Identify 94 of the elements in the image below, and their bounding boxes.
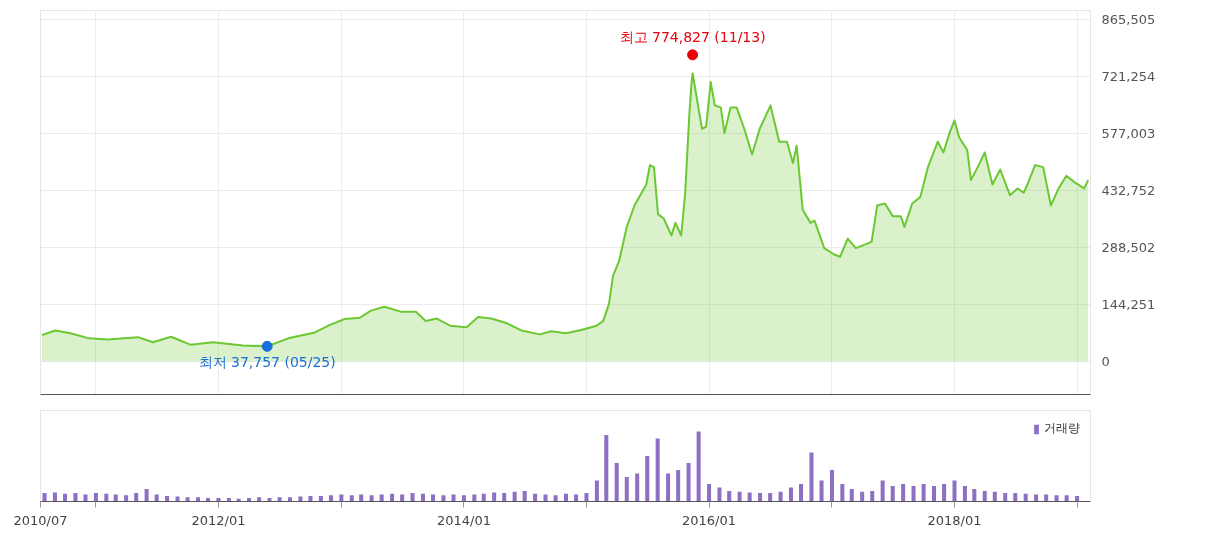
bar (1013, 493, 1018, 502)
y-tick-label: 0 (1101, 353, 1110, 369)
bar (962, 486, 967, 502)
bar (676, 470, 681, 502)
annotation: 최저 37,757 (05/25) (198, 354, 336, 371)
x-tick-label: 2014/01 (436, 512, 491, 528)
bar (175, 496, 180, 502)
x-tick-label: 2016/01 (682, 512, 737, 528)
bar (349, 495, 354, 502)
legend-label: 거래량 (1044, 420, 1080, 437)
bar (390, 493, 395, 502)
bar (890, 486, 895, 502)
bar (614, 463, 619, 502)
bar (267, 498, 272, 502)
bar (809, 452, 814, 502)
bar (563, 493, 569, 502)
bar (553, 495, 558, 502)
bar (124, 495, 129, 502)
bar (369, 495, 374, 502)
bar (1064, 495, 1069, 502)
bar (727, 491, 732, 502)
bar (849, 488, 854, 502)
y-tick-label: 577,003 (1101, 125, 1156, 141)
bar (185, 497, 190, 502)
y-tick-label: 721,254 (1101, 68, 1156, 84)
bar (829, 470, 834, 502)
bar (799, 484, 804, 502)
bar (328, 495, 333, 502)
bar (492, 492, 497, 502)
bar (134, 493, 139, 502)
bar (737, 491, 742, 502)
bar (195, 497, 200, 502)
bar (533, 493, 538, 502)
bar (502, 493, 507, 502)
bar (686, 463, 691, 502)
bar (778, 491, 783, 502)
bar (717, 487, 722, 502)
bar (840, 484, 845, 502)
bar (257, 497, 262, 502)
bar (93, 493, 98, 502)
bar (880, 480, 885, 502)
bar (52, 492, 57, 502)
y-tick-label: 144,251 (1101, 296, 1156, 312)
bar (604, 435, 609, 502)
bar (1023, 493, 1028, 502)
bar (594, 480, 599, 502)
x-tick-label: 2010/07 (13, 512, 68, 528)
bar (982, 491, 987, 502)
bar (655, 438, 660, 502)
bar (104, 493, 109, 502)
bar (73, 493, 78, 502)
x-tick-label: 2012/01 (191, 512, 246, 528)
y-tick-label: 865,505 (1101, 11, 1156, 27)
bar (144, 488, 149, 502)
y-tick-label: 288,502 (1101, 239, 1156, 255)
bar (461, 495, 466, 502)
bar (788, 487, 793, 502)
bar (901, 484, 906, 502)
bar (1003, 493, 1008, 502)
bar (972, 488, 977, 502)
bar (277, 497, 282, 502)
bar (584, 493, 589, 502)
bar (942, 484, 947, 502)
bar (83, 494, 88, 502)
y-tick-label: 432,752 (1101, 182, 1156, 198)
bar (768, 493, 773, 502)
bar (441, 495, 446, 502)
bar (696, 431, 701, 502)
bar (870, 491, 875, 502)
bar (666, 473, 671, 502)
x-tick-label: 2018/01 (927, 512, 982, 528)
bar (420, 493, 425, 502)
bar (481, 493, 486, 502)
bar (635, 473, 640, 502)
bar (921, 484, 926, 502)
bar (860, 491, 865, 502)
bar (707, 484, 712, 502)
bar (932, 486, 937, 502)
bar (645, 456, 650, 502)
bar (758, 493, 763, 502)
bar (992, 491, 997, 502)
annotation: 최고 774,827 (11/13) (619, 28, 766, 45)
bar (819, 480, 824, 502)
bar (747, 492, 752, 502)
bar (911, 486, 916, 502)
bar (410, 493, 415, 502)
bar (522, 491, 527, 502)
bar (512, 491, 517, 502)
bar (42, 493, 47, 502)
bar (63, 493, 68, 502)
bar (287, 497, 292, 502)
bar (1054, 495, 1059, 502)
bar (952, 480, 957, 502)
bar (624, 477, 629, 502)
